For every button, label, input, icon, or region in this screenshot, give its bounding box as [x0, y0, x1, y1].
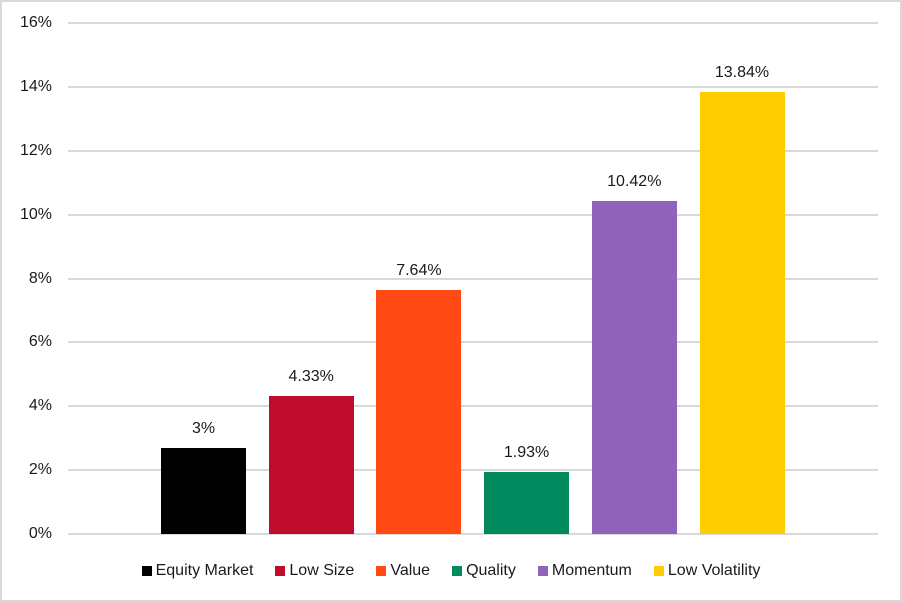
gridline	[68, 22, 878, 24]
bar-equity-market[interactable]	[161, 447, 246, 534]
gridline	[68, 213, 878, 216]
legend-swatch-icon	[653, 566, 664, 576]
bar-low-size[interactable]	[268, 395, 354, 534]
legend-label: Quality	[466, 562, 516, 579]
y-axis-tick-label: 12%	[19, 141, 52, 159]
y-axis-tick-label: 10%	[19, 205, 52, 223]
gridline	[68, 405, 878, 408]
legend-swatch-icon	[376, 566, 387, 576]
gridline	[68, 277, 878, 280]
data-label: 4.33%	[288, 367, 334, 385]
legend-label: Low Size	[289, 562, 355, 579]
legend-swatch-icon	[275, 566, 286, 576]
legend-item-quality[interactable]: Quality	[452, 562, 516, 580]
y-axis-tick-label: 16%	[19, 14, 52, 31]
y-axis-tick-label: 14%	[19, 77, 52, 95]
legend-item-momentum[interactable]: Momentum	[537, 562, 632, 580]
legend-swatch-icon	[141, 566, 152, 576]
legend-item-value[interactable]: Value	[376, 562, 430, 580]
gridline	[68, 469, 878, 472]
legend-item-equity-market[interactable]: Equity Market	[141, 562, 254, 580]
legend-label: Value	[390, 562, 431, 579]
legend-label: Equity Market	[155, 562, 254, 579]
y-axis-tick-label: 0%	[28, 525, 52, 542]
data-label: 10.42%	[607, 173, 662, 191]
legend-swatch-icon	[452, 566, 463, 576]
legend-item-low-size[interactable]: Low Size	[275, 562, 354, 580]
legend-label: Low Volatility	[667, 562, 761, 579]
gridline	[68, 149, 878, 152]
data-label: 1.93%	[503, 444, 550, 462]
bar-quality[interactable]	[484, 472, 570, 534]
data-label: 7.64%	[396, 261, 442, 279]
bar-low-volatility[interactable]	[699, 91, 785, 534]
y-axis-tick-label: 2%	[28, 461, 52, 479]
data-label: 3%	[191, 419, 216, 437]
bar-value[interactable]	[376, 289, 462, 534]
gridline	[68, 341, 878, 344]
gridline	[68, 533, 878, 535]
data-label: 13.84%	[714, 63, 770, 81]
y-axis-tick-label: 6%	[28, 333, 52, 351]
y-axis-tick-label: 8%	[28, 269, 52, 287]
bar-momentum[interactable]	[591, 201, 677, 534]
legend-swatch-icon	[537, 566, 548, 576]
y-axis-tick-label: 4%	[28, 397, 52, 415]
legend-item-low-volatility[interactable]: Low Volatility	[653, 562, 761, 580]
legend-label: Momentum	[551, 562, 632, 579]
chart-legend: Equity Market Low Size Value Quality Momentu…	[0, 562, 902, 580]
gridline	[68, 85, 878, 88]
